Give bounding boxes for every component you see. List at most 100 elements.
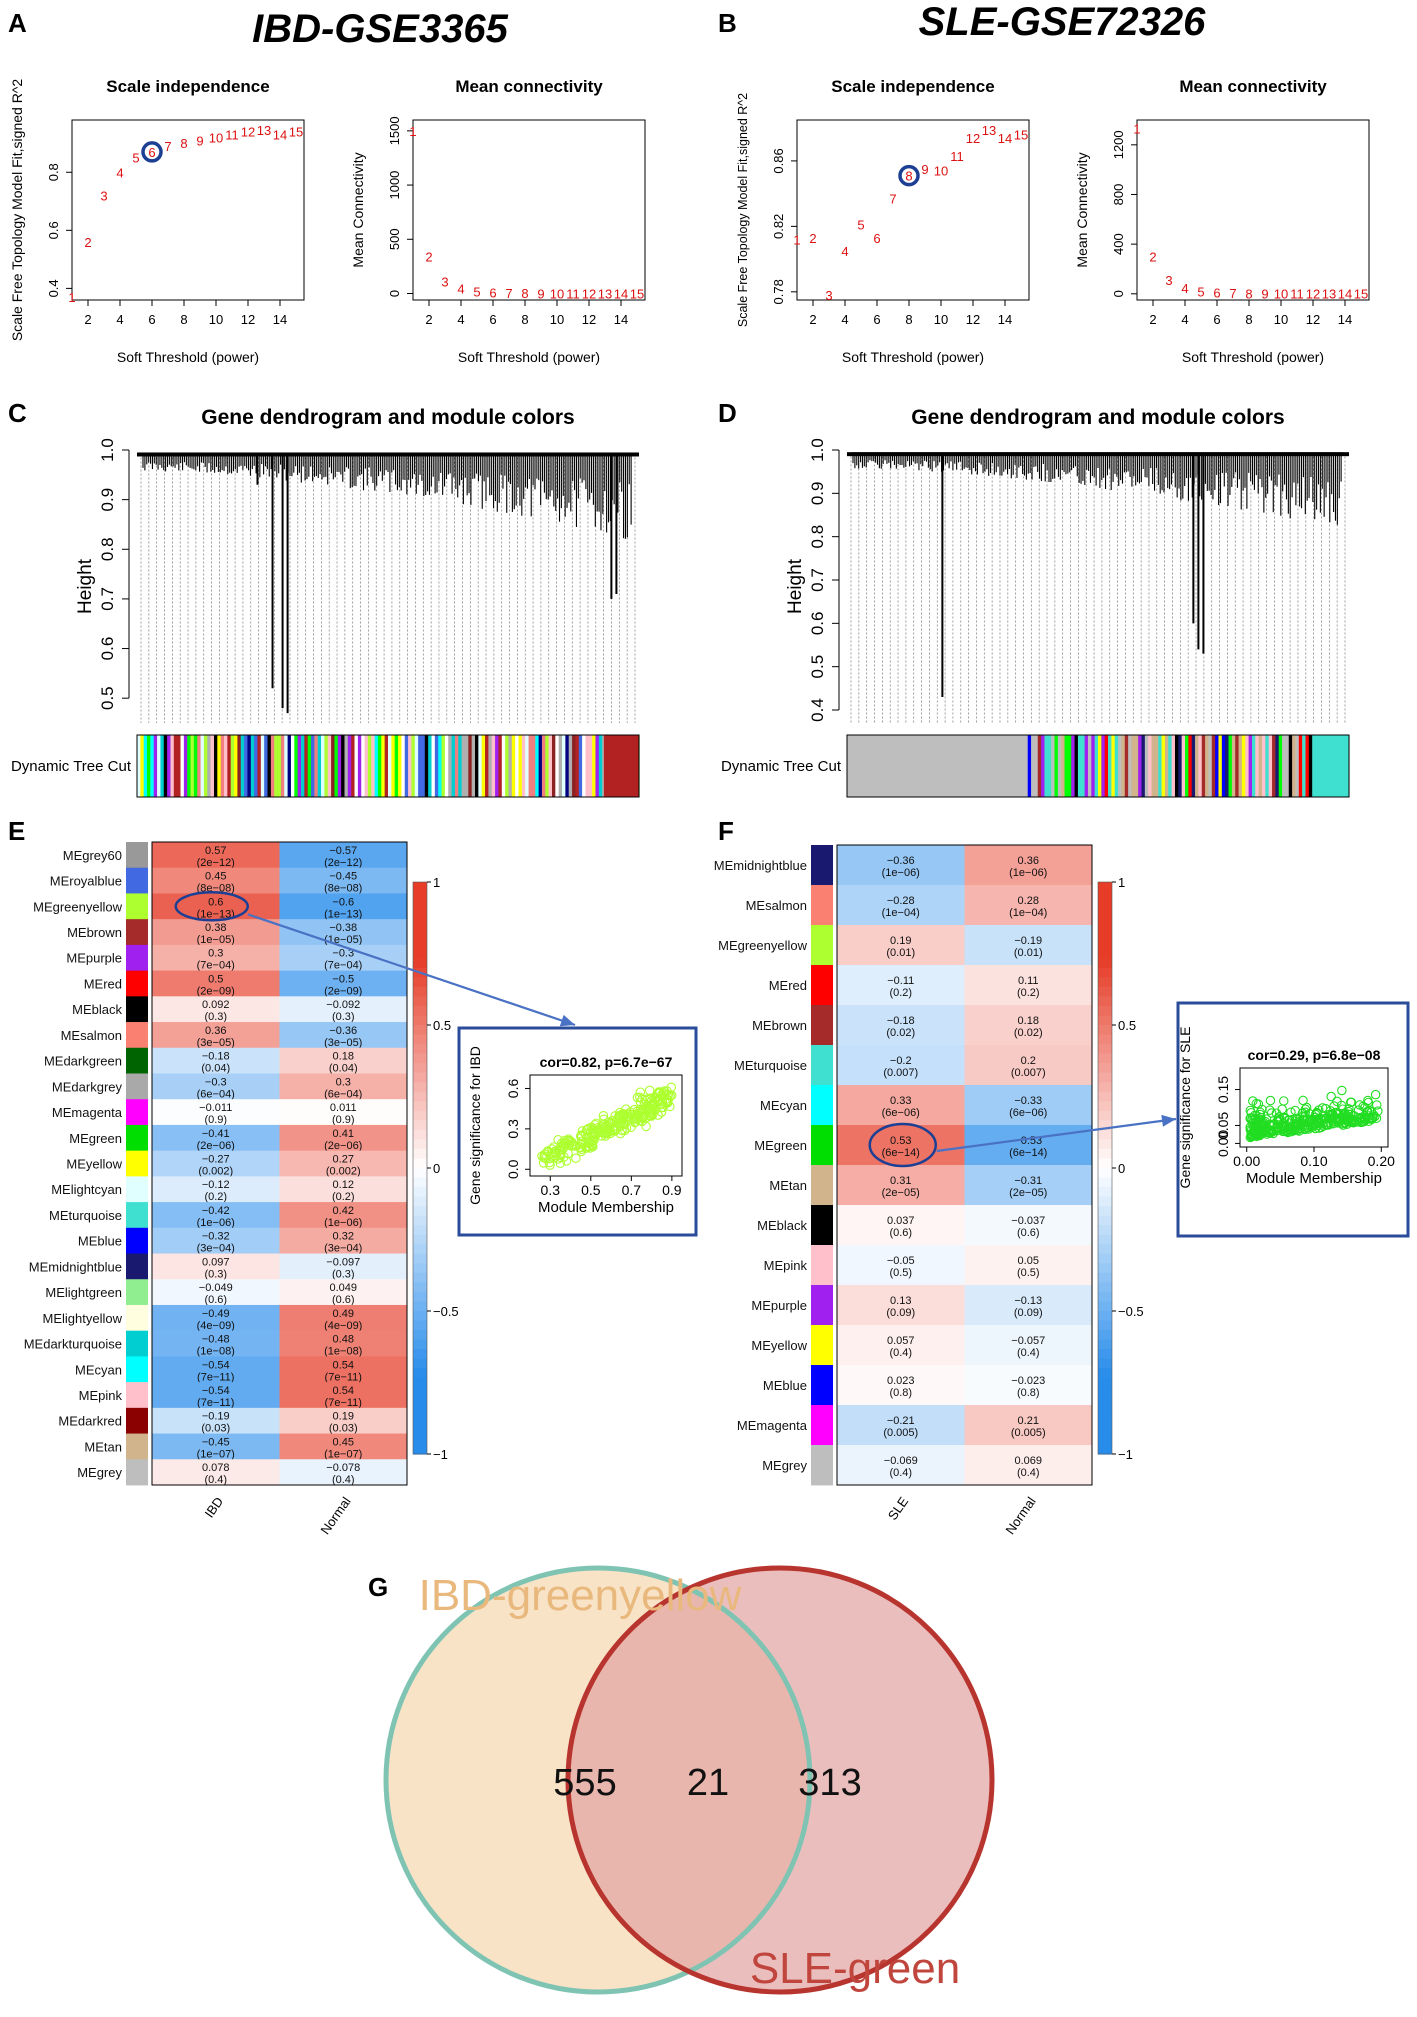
heatmap-cell — [152, 1433, 280, 1460]
data-point-label: 10 — [209, 130, 223, 145]
module-color-stripe — [903, 735, 908, 797]
data-point-label: 1 — [409, 124, 416, 139]
cell-correlation: −0.5 — [332, 973, 354, 985]
cell-correlation: 0.078 — [202, 1462, 230, 1474]
heatmap-cell — [837, 1365, 965, 1406]
module-color-stripe — [388, 735, 392, 797]
scatter-point — [1327, 1116, 1338, 1126]
heatmap-frame — [836, 844, 1093, 1486]
scatter-point — [1266, 1108, 1277, 1118]
module-color-stripe — [515, 735, 520, 797]
scatter-point — [1284, 1123, 1294, 1133]
colorbar-segment — [413, 1291, 427, 1303]
x-tick-label: 12 — [966, 312, 980, 327]
x-tick-label: 14 — [998, 312, 1012, 327]
cell-pvalue: (0.4) — [204, 1474, 227, 1486]
module-color-stripe — [344, 735, 349, 797]
scatter-point — [1298, 1095, 1308, 1106]
cell-correlation: −0.097 — [326, 1256, 360, 1268]
data-point-label: 4 — [457, 282, 464, 297]
module-color-block — [603, 735, 639, 797]
colorbar-segment — [413, 1339, 427, 1350]
scatter-point — [1257, 1104, 1267, 1115]
y-tick-label: 0 — [1111, 290, 1126, 297]
cell-pvalue: (1e−13) — [324, 908, 362, 920]
cell-correlation: 0.19 — [333, 1411, 354, 1423]
scatter-point — [662, 1090, 672, 1101]
module-color-stripe — [1305, 735, 1310, 797]
module-color-stripe — [1138, 735, 1143, 797]
scatter-point — [1256, 1126, 1266, 1137]
module-color-stripe — [153, 735, 158, 797]
module-color-stripe — [147, 735, 151, 797]
scatter-point — [1247, 1115, 1257, 1126]
scatter-point — [1279, 1096, 1289, 1106]
module-color-stripe — [1198, 735, 1203, 797]
heatmap-cell — [152, 893, 280, 920]
cell-pvalue: (8e−08) — [324, 883, 362, 895]
panel-label-f: F — [718, 816, 734, 846]
colorbar-segment — [413, 1091, 427, 1102]
module-color-stripe — [371, 735, 376, 797]
module-color-stripe — [297, 735, 302, 797]
scatter-point — [653, 1097, 663, 1107]
heatmap-cell — [964, 885, 1093, 926]
module-color-stripe — [1178, 735, 1183, 797]
module-color-stripe — [541, 735, 546, 797]
cell-correlation: 0.42 — [333, 1205, 354, 1217]
heatmap-cell — [837, 1205, 965, 1246]
cell-pvalue: (0.4) — [1017, 1347, 1040, 1359]
cell-pvalue: (1e−06) — [324, 1217, 362, 1229]
heatmap-cell — [152, 1099, 280, 1126]
module-color-stripe — [1031, 735, 1036, 797]
cell-correlation: 0.28 — [1018, 895, 1039, 907]
connector-arrowhead — [1161, 1114, 1176, 1127]
colorbar-segment — [1098, 1406, 1112, 1417]
module-name: MEmagenta — [52, 1105, 123, 1120]
panel-label-b: B — [718, 8, 737, 38]
cell-pvalue: (0.04) — [201, 1063, 230, 1075]
heatmap-cell — [964, 1045, 1093, 1086]
heatmap-cell — [152, 1382, 280, 1409]
scatter-point — [1255, 1107, 1266, 1118]
data-point-label: 11 — [225, 128, 239, 143]
data-point-label: 8 — [905, 169, 912, 184]
cell-pvalue: (0.3) — [332, 1268, 355, 1280]
cell-pvalue: (0.005) — [1011, 1427, 1046, 1439]
scatter-point — [1344, 1104, 1354, 1114]
venn-diagram-chart: IBD-greenyellow SLE-green 555 21 313 — [247, 913, 1177, 1995]
colorbar-segment — [413, 1330, 427, 1341]
scatter-point — [635, 1097, 646, 1107]
colorbar-segment — [1098, 1034, 1112, 1045]
cell-correlation: 0.092 — [202, 999, 230, 1011]
cell-correlation: −0.3 — [332, 948, 354, 960]
cell-pvalue: (1e−05) — [197, 934, 235, 946]
heatmap-sle-chart: MEmidnightblue −0.36(1e−06)0.36(1e−06)MEs… — [714, 844, 1144, 1537]
heatmap-cell — [837, 1325, 965, 1366]
module-color-stripe — [264, 735, 269, 797]
cell-pvalue: (0.6) — [1017, 1227, 1040, 1239]
module-color-stripe — [1077, 735, 1082, 797]
cell-pvalue: (0.09) — [886, 1307, 915, 1319]
module-color-stripe — [1128, 735, 1133, 797]
data-point-label: 14 — [1338, 287, 1352, 302]
heatmap-cell — [964, 845, 1093, 886]
module-color-stripe — [1278, 735, 1283, 797]
scatter-point — [1254, 1124, 1264, 1134]
colorbar-segment — [1098, 1120, 1112, 1131]
module-name: MEdarkgreen — [44, 1054, 122, 1069]
mean-connectivity-ibd-chart: Mean connectivity Soft Threshold (power) M… — [350, 77, 646, 365]
heatmap-cell — [279, 1304, 408, 1332]
colorbar-tick-label: −1 — [1118, 1447, 1133, 1462]
module-color-stripe — [1261, 735, 1266, 797]
y-tick-label: 0.4 — [46, 279, 61, 297]
colorbar-segment — [413, 986, 427, 997]
cell-correlation: 0.33 — [890, 1095, 911, 1107]
cell-pvalue: (1e−06) — [882, 867, 920, 879]
module-name: MEbrown — [67, 925, 122, 940]
module-name: MEturquoise — [734, 1058, 807, 1073]
colorbar-segment — [1098, 1396, 1112, 1407]
module-color-stripe — [1161, 735, 1166, 797]
colorbar-tick-label: 0.5 — [1118, 1018, 1136, 1033]
dendrogram-ibd-chart: Gene dendrogram and module colorsHeight0… — [11, 406, 640, 798]
